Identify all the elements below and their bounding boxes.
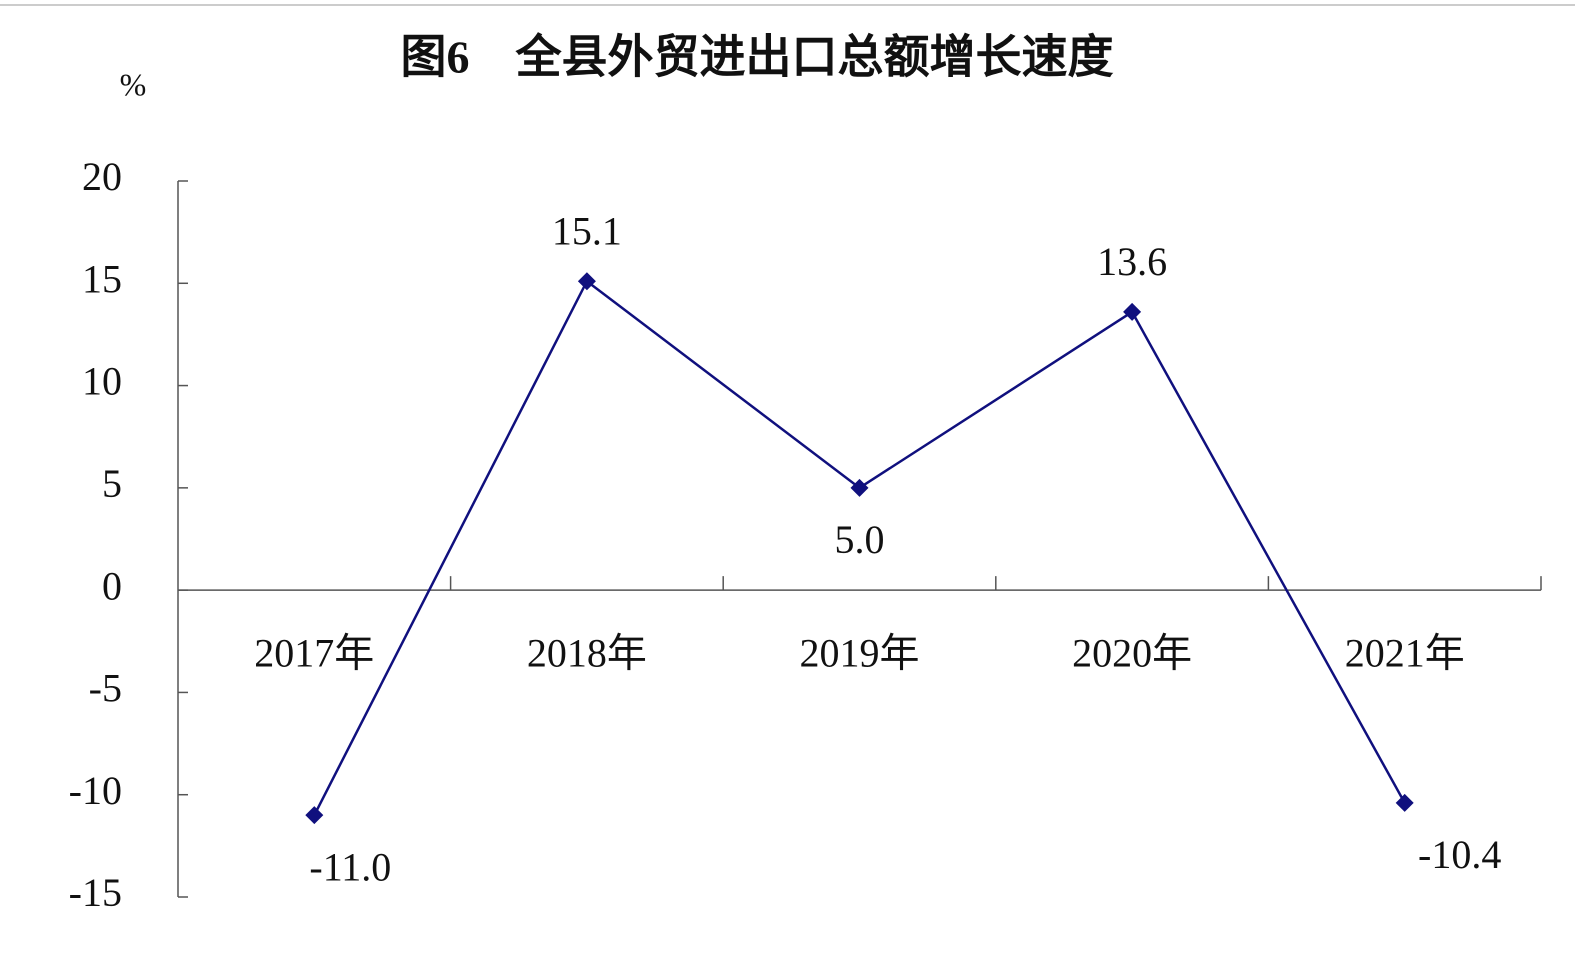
x-tick-label: 2017年 bbox=[254, 630, 374, 675]
y-axis-label: % bbox=[120, 66, 147, 102]
y-tick-label: 5 bbox=[102, 461, 122, 506]
x-tick-label: 2021年 bbox=[1345, 630, 1465, 675]
data-label: -10.4 bbox=[1418, 832, 1501, 877]
data-label: 15.1 bbox=[552, 208, 622, 253]
y-tick-label: 20 bbox=[82, 154, 122, 199]
y-tick-label: 15 bbox=[82, 256, 122, 301]
data-point bbox=[1395, 793, 1414, 812]
data-point bbox=[305, 806, 324, 825]
x-tick-label: 2019年 bbox=[800, 630, 920, 675]
data-point bbox=[577, 272, 596, 291]
data-label: -11.0 bbox=[309, 844, 391, 889]
data-label: 5.0 bbox=[835, 517, 885, 562]
data-point bbox=[1123, 302, 1142, 321]
y-tick-label: 10 bbox=[82, 359, 122, 404]
y-tick-label: 0 bbox=[102, 563, 122, 608]
chart-title: 图6 全县外贸进出口总额增长速度 bbox=[401, 32, 1114, 83]
y-tick-label: -15 bbox=[69, 870, 122, 915]
x-tick-label: 2018年 bbox=[527, 630, 647, 675]
data-label: 13.6 bbox=[1097, 239, 1167, 284]
y-tick-label: -5 bbox=[89, 666, 122, 711]
x-tick-label: 2020年 bbox=[1072, 630, 1192, 675]
data-point bbox=[850, 478, 869, 497]
y-tick-label: -10 bbox=[69, 768, 122, 813]
